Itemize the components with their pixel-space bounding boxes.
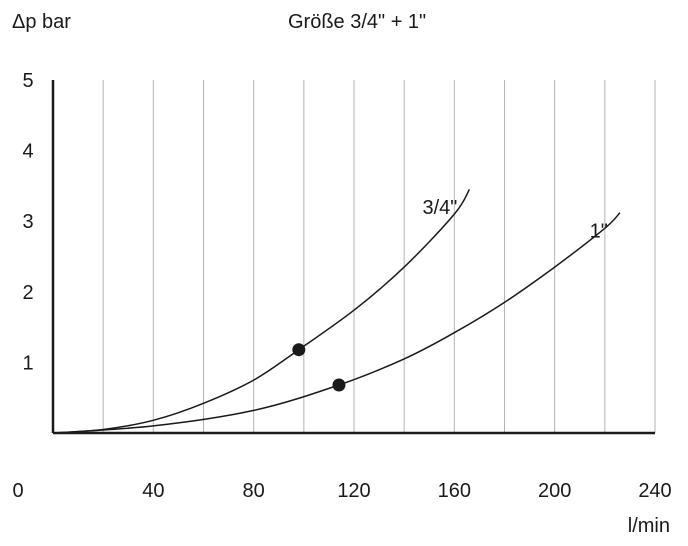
series-label-0: 3/4" [422,197,457,219]
series-marker-0 [292,343,306,357]
x-tick-label-1: 40 [142,480,164,502]
y-tick-label-3: 4 [22,141,33,163]
series-line-1 [52,212,621,434]
series-marker-1 [332,378,346,392]
y-axis-label: Δp bar [12,11,71,33]
axes [51,80,655,435]
x-tick-label-6: 240 [638,480,671,502]
series-label-1: 1" [590,220,608,242]
y-tick-label-1: 2 [22,282,33,304]
x-tick-label-4: 160 [438,480,471,502]
x-axis-label: l/min [628,515,670,537]
chart-title: Größe 3/4" + 1" [288,11,426,33]
curves: 3/4" 1" [52,189,621,434]
y-tick-label-2: 3 [22,211,33,233]
y-tick-label-4: 5 [22,70,33,92]
x-tick-label-5: 200 [538,480,571,502]
series-line-0 [52,189,471,434]
x-tick-label-3: 120 [337,480,370,502]
grid [102,80,656,433]
tick-labels: 1 2 3 4 5 0 40 80 120 160 200 240 [12,70,671,502]
x-tick-label-2: 80 [243,480,265,502]
y-tick-label-0: 1 [22,352,33,374]
x-tick-label-0: 0 [12,480,23,502]
